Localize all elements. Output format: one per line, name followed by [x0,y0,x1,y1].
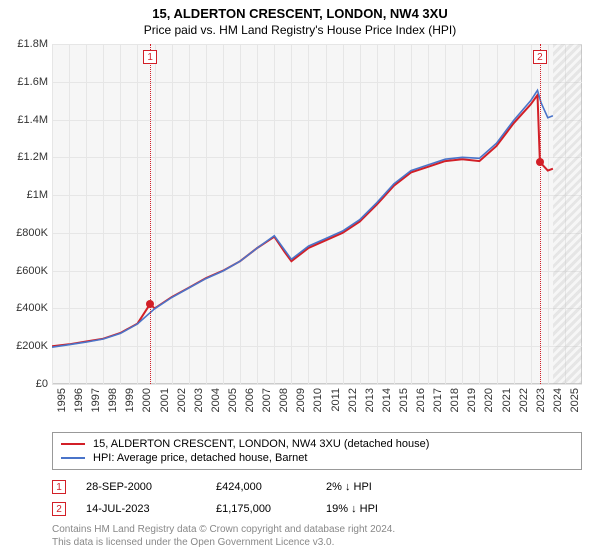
xtick-label: 2018 [449,388,461,412]
xtick-label: 2000 [141,388,153,412]
sale-marker-box: 1 [143,50,157,64]
xtick-label: 2013 [364,388,376,412]
ytick-label: £1.8M [4,38,48,50]
footer-line-1: Contains HM Land Registry data © Crown c… [52,524,582,537]
legend-label: 15, ALDERTON CRESCENT, LONDON, NW4 3XU (… [93,438,429,450]
xtick-label: 2019 [466,388,478,412]
ytick-label: £1M [4,189,48,201]
xtick-label: 2007 [261,388,273,412]
legend-row: 15, ALDERTON CRESCENT, LONDON, NW4 3XU (… [61,437,573,451]
xtick-label: 1998 [107,388,119,412]
sale-price: £424,000 [216,481,306,493]
sale-pct: 2% ↓ HPI [326,481,436,493]
xtick-label: 2005 [227,388,239,412]
table-row: 2 14-JUL-2023 £1,175,000 19% ↓ HPI [52,498,582,520]
sale-date: 28-SEP-2000 [86,481,196,493]
ytick-label: £200K [4,340,48,352]
sale-number-box: 1 [52,480,66,494]
xtick-label: 2011 [330,388,342,412]
sale-price: £1,175,000 [216,503,306,515]
series-address [52,95,553,346]
sale-vline [150,44,151,384]
xtick-label: 2012 [347,388,359,412]
legend-swatch [61,443,85,445]
footer-line-2: This data is licensed under the Open Gov… [52,537,582,550]
xtick-label: 2022 [518,388,530,412]
page-title: 15, ALDERTON CRESCENT, LONDON, NW4 3XU [0,0,600,21]
legend-row: HPI: Average price, detached house, Barn… [61,451,573,465]
xtick-label: 2024 [552,388,564,412]
xtick-label: 2014 [381,388,393,412]
ytick-label: £1.6M [4,76,48,88]
page-subtitle: Price paid vs. HM Land Registry's House … [0,21,600,41]
xtick-label: 2002 [176,388,188,412]
chart-lines [52,44,582,384]
sales-table: 1 28-SEP-2000 £424,000 2% ↓ HPI 2 14-JUL-2023… [52,476,582,520]
sale-pct: 19% ↓ HPI [326,503,436,515]
footer: Contains HM Land Registry data © Crown c… [52,524,582,549]
xtick-label: 2003 [193,388,205,412]
xtick-label: 2009 [295,388,307,412]
legend-swatch [61,457,85,459]
sale-vline [540,44,541,384]
ytick-label: £1.2M [4,151,48,163]
ytick-label: £1.4M [4,114,48,126]
gridline-h [52,384,582,385]
xtick-label: 2010 [312,388,324,412]
table-row: 1 28-SEP-2000 £424,000 2% ↓ HPI [52,476,582,498]
ytick-label: £400K [4,302,48,314]
legend-label: HPI: Average price, detached house, Barn… [93,452,307,464]
ytick-label: £600K [4,265,48,277]
xtick-label: 2016 [415,388,427,412]
xtick-label: 2008 [278,388,290,412]
legend: 15, ALDERTON CRESCENT, LONDON, NW4 3XU (… [52,432,582,470]
xtick-label: 2015 [398,388,410,412]
sale-number-box: 2 [52,502,66,516]
xtick-label: 2021 [501,388,513,412]
xtick-label: 2025 [569,388,581,412]
xtick-label: 2004 [210,388,222,412]
sale-dot [146,300,154,308]
xtick-label: 2017 [432,388,444,412]
sale-date: 14-JUL-2023 [86,503,196,515]
xtick-label: 1999 [124,388,136,412]
xtick-label: 2001 [159,388,171,412]
xtick-label: 1995 [56,388,68,412]
xtick-label: 1997 [90,388,102,412]
ytick-label: £800K [4,227,48,239]
xtick-label: 2023 [535,388,547,412]
series-hpi [52,90,553,347]
price-chart: 12 [52,44,582,384]
ytick-label: £0 [4,378,48,390]
xtick-label: 1996 [73,388,85,412]
xtick-label: 2020 [483,388,495,412]
sale-marker-box: 2 [533,50,547,64]
sale-dot [536,158,544,166]
xtick-label: 2006 [244,388,256,412]
